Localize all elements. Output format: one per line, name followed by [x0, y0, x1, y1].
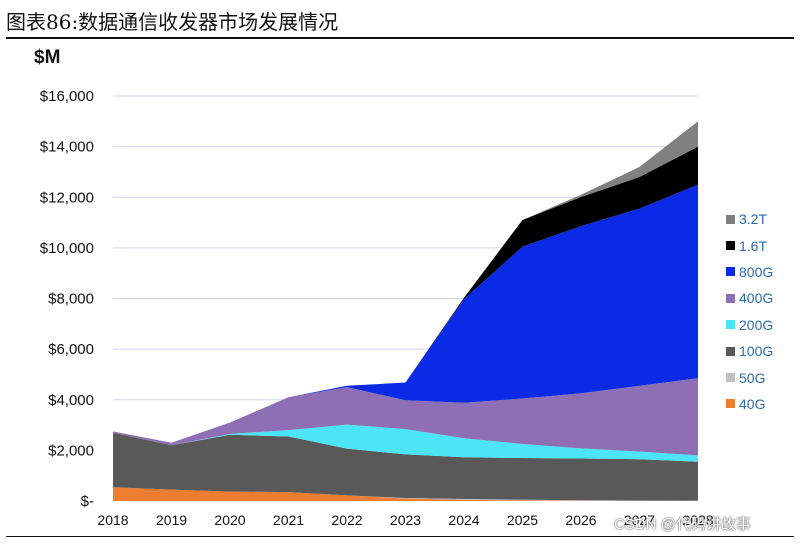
y-tick-label: $16,000	[40, 88, 94, 105]
y-tick-label: $-	[81, 493, 94, 510]
legend-item: 50G	[726, 364, 773, 390]
x-tick-label: 2018	[97, 512, 128, 528]
title-rule	[6, 37, 794, 39]
y-tick-label: $14,000	[40, 139, 94, 156]
area-series-50g	[113, 487, 698, 501]
legend-label: 800G	[739, 263, 774, 280]
chart-legend: 3.2T 1.6T 800G 400G 200G 100G 50G 40G	[726, 206, 773, 417]
area-series-40g	[113, 487, 698, 501]
legend-swatch	[726, 399, 735, 409]
legend-swatch	[726, 214, 735, 224]
bottom-rule	[6, 536, 794, 537]
area-series-800g	[113, 184, 698, 443]
watermark: CSDN @代码讲故事	[614, 516, 751, 533]
legend-label: 100G	[739, 343, 774, 360]
x-tick-label: 2023	[390, 512, 421, 528]
y-tick-label: $8,000	[48, 291, 94, 308]
y-tick-label: $2,000	[48, 442, 94, 459]
x-tick-label: 2024	[448, 512, 479, 528]
x-tick-label: 2025	[507, 512, 538, 528]
x-tick-label: 2020	[214, 512, 245, 528]
legend-item: 1.6T	[726, 232, 773, 258]
legend-item: 3.2T	[726, 206, 773, 232]
figure-title: 图表86:数据通信收发器市场发展情况	[6, 10, 339, 34]
legend-swatch	[726, 320, 735, 330]
x-tick-label: 2027	[624, 512, 655, 528]
x-tick-label: 2028	[682, 512, 713, 528]
y-tick-label: $10,000	[40, 240, 94, 257]
y-tick-label: $4,000	[48, 392, 94, 409]
legend-item: 400G	[726, 285, 773, 311]
legend-item: 200G	[726, 312, 773, 338]
legend-swatch	[726, 293, 735, 303]
x-tick-label: 2026	[565, 512, 596, 528]
y-tick-label: $6,000	[48, 341, 94, 358]
x-tick-label: 2021	[273, 512, 304, 528]
legend-swatch	[726, 267, 735, 277]
legend-label: 50G	[739, 369, 766, 386]
area-series-1-6t	[113, 146, 698, 443]
legend-item: 800G	[726, 259, 773, 285]
legend-label: 400G	[739, 290, 774, 307]
y-tick-label: $12,000	[40, 189, 94, 206]
legend-swatch	[726, 373, 735, 383]
x-tick-label: 2022	[331, 512, 362, 528]
area-series-400g	[113, 378, 698, 456]
y-axis-unit-label: $M	[34, 47, 61, 68]
legend-label: 3.2T	[739, 211, 768, 228]
legend-label: 200G	[739, 316, 774, 333]
legend-item: 100G	[726, 338, 773, 364]
legend-swatch	[726, 241, 735, 251]
x-tick-label: 2019	[156, 512, 187, 528]
area-series-100g	[113, 432, 698, 501]
legend-label: 40G	[739, 395, 766, 412]
legend-item: 40G	[726, 391, 773, 417]
area-series-200g	[113, 424, 698, 462]
legend-swatch	[726, 346, 735, 356]
legend-label: 1.6T	[739, 237, 768, 254]
